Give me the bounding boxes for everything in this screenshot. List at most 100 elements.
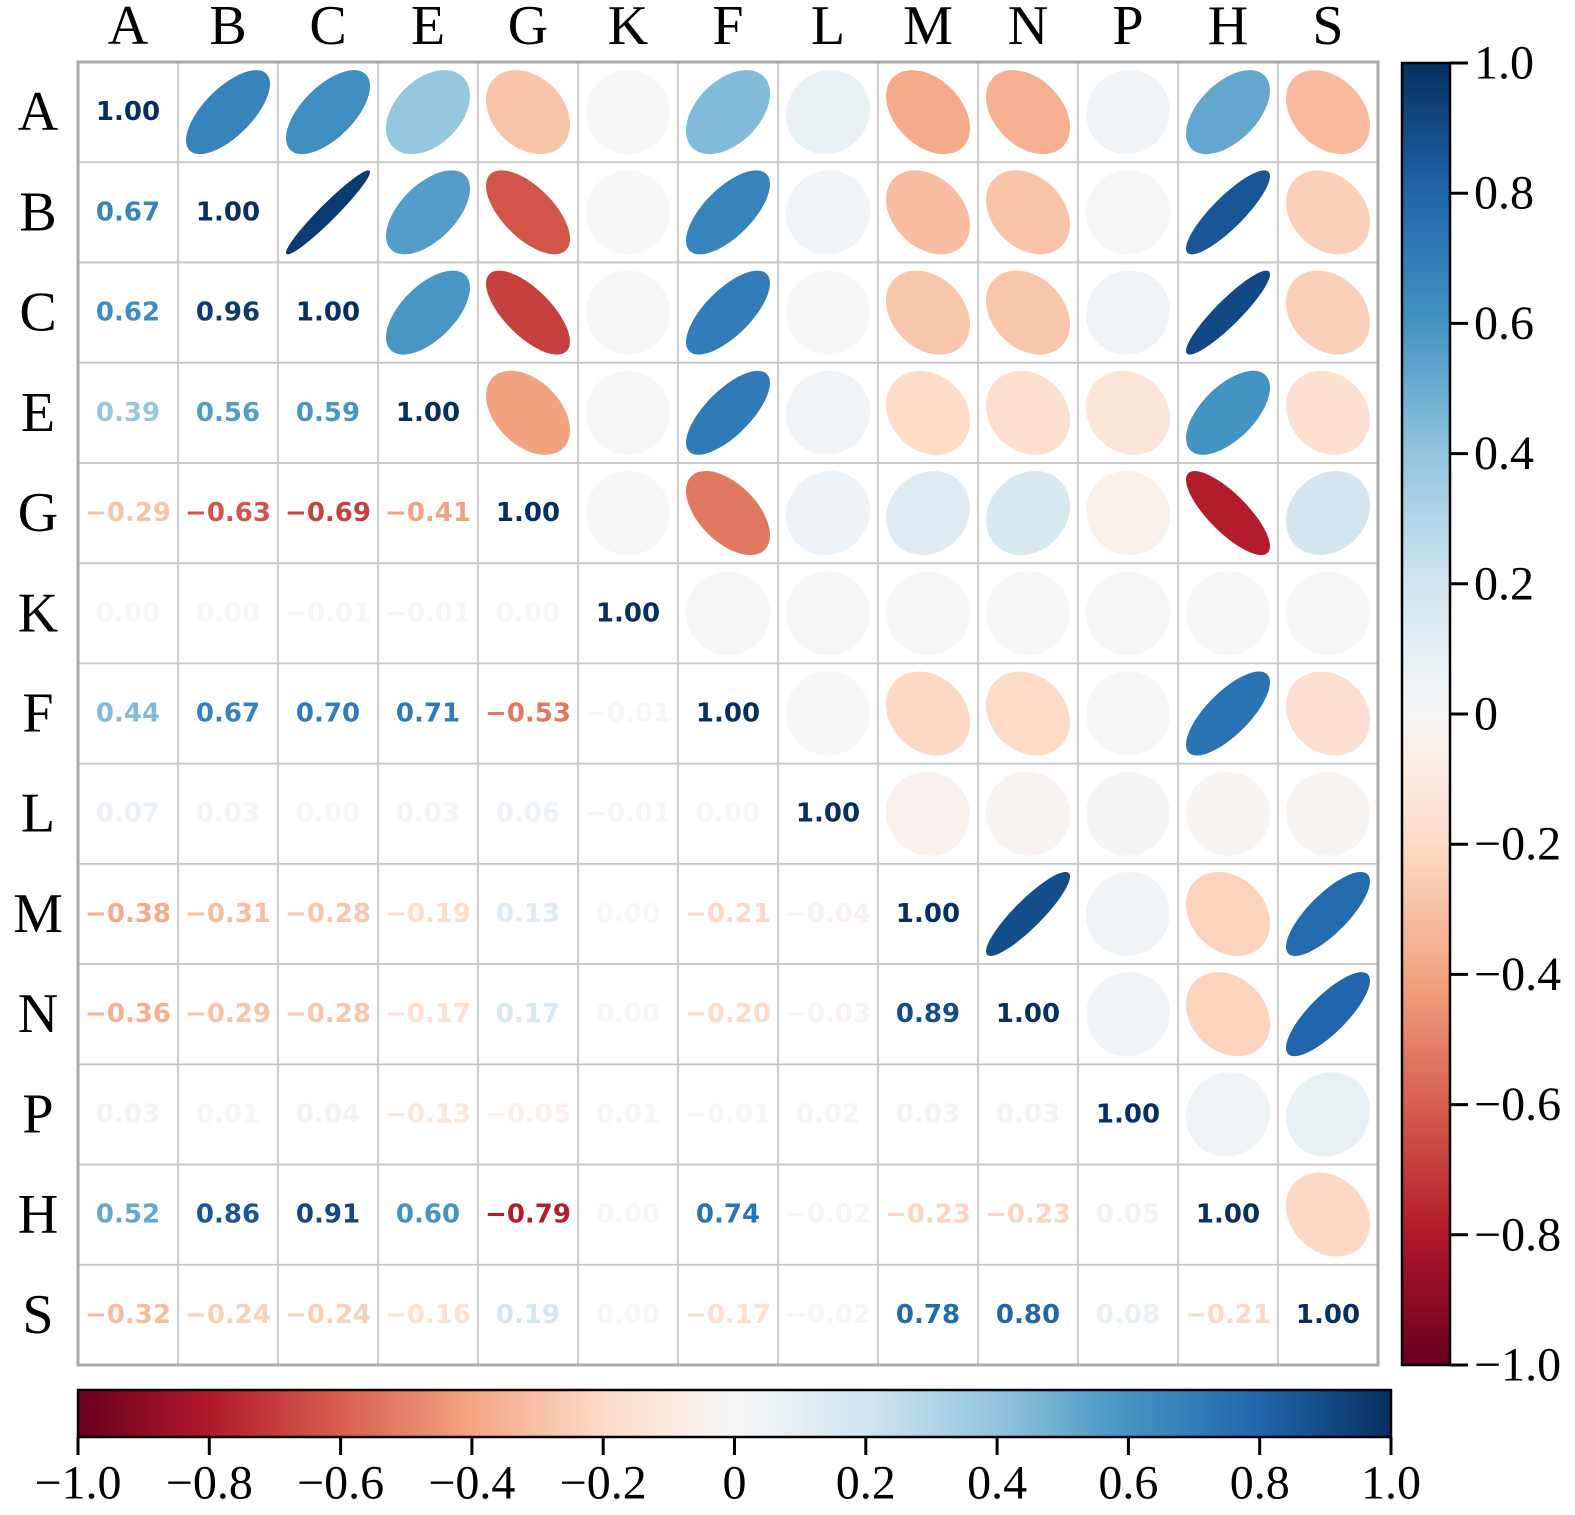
row-label-S: S — [22, 1284, 53, 1346]
correlation-value-L-F: 0.00 — [696, 799, 760, 829]
correlation-value-E-E: 1.00 — [396, 398, 460, 428]
correlation-value-C-C: 1.00 — [296, 298, 360, 328]
correlation-value-E-C: 0.59 — [296, 398, 360, 428]
col-label-N: N — [1008, 0, 1048, 57]
bottom-colorbar-tick-label: 1.0 — [1361, 1457, 1421, 1510]
correlation-ellipse-B-L — [785, 170, 870, 255]
correlation-value-H-C: 0.91 — [296, 1200, 360, 1230]
correlation-value-M-E: −0.19 — [385, 899, 471, 929]
correlation-ellipse-K-F — [685, 571, 770, 656]
correlation-value-L-C: 0.00 — [296, 799, 360, 829]
correlation-value-P-N: 0.03 — [996, 1099, 1060, 1129]
correlation-ellipse-K-S — [1286, 571, 1370, 656]
right-colorbar-tick-label: 0.4 — [1474, 427, 1534, 480]
correlation-ellipse-B-M — [886, 170, 971, 255]
correlation-value-L-A: 0.07 — [96, 799, 160, 829]
correlation-ellipse-M-S — [1285, 871, 1370, 956]
correlation-ellipse-C-E — [385, 270, 470, 355]
right-colorbar-bar — [1400, 61, 1452, 1367]
correlation-ellipse-G-S — [1285, 471, 1370, 556]
correlation-value-S-M: 0.78 — [896, 1300, 960, 1330]
correlation-ellipse-B-G — [485, 170, 570, 255]
correlation-ellipse-C-S — [1285, 270, 1371, 355]
correlation-value-H-P: 0.05 — [1096, 1200, 1160, 1230]
correlation-value-L-G: 0.06 — [496, 799, 560, 829]
bottom-colorbar-tick-label: −0.2 — [560, 1457, 647, 1510]
correlation-ellipse-M-P — [1086, 871, 1171, 956]
correlation-ellipse-E-G — [485, 370, 570, 455]
correlation-value-K-B: 0.00 — [196, 598, 260, 628]
correlation-value-P-P: 1.00 — [1096, 1099, 1160, 1129]
correlation-value-K-A: 0.00 — [96, 598, 160, 628]
correlation-value-P-B: 0.01 — [196, 1099, 260, 1129]
bottom-colorbar-tick-label: 0.4 — [967, 1457, 1027, 1510]
correlation-value-H-K: 0.00 — [596, 1200, 660, 1230]
correlation-value-E-A: 0.39 — [96, 398, 160, 428]
correlation-value-N-F: −0.20 — [685, 999, 771, 1029]
correlation-value-B-A: 0.67 — [96, 197, 160, 227]
correlation-ellipse-C-K — [585, 270, 670, 355]
row-label-M: M — [13, 883, 63, 945]
row-label-L: L — [21, 783, 55, 845]
correlation-value-N-K: 0.00 — [596, 999, 660, 1029]
correlation-ellipse-A-P — [1085, 70, 1170, 155]
correlation-value-S-S: 1.00 — [1296, 1300, 1360, 1330]
correlation-value-P-C: 0.04 — [296, 1099, 360, 1129]
correlation-ellipse-L-M — [885, 771, 970, 856]
correlation-value-M-F: −0.21 — [685, 899, 771, 929]
correlation-value-N-N: 1.00 — [996, 999, 1060, 1029]
correlation-value-S-E: −0.16 — [385, 1300, 471, 1330]
correlation-ellipse-F-H — [1185, 671, 1270, 756]
right-colorbar-tick-label: 0.6 — [1474, 297, 1534, 350]
correlation-ellipse-B-C — [286, 170, 371, 255]
correlation-value-F-B: 0.67 — [196, 698, 260, 728]
right-colorbar-tick-label: −0.4 — [1474, 948, 1561, 1001]
col-label-K: K — [608, 0, 648, 57]
right-colorbar-tick-label: 0.2 — [1474, 557, 1534, 610]
correlation-ellipse-F-L — [786, 671, 870, 756]
bottom-colorbar-tick-label: −0.6 — [297, 1457, 384, 1510]
correlation-value-H-L: −0.02 — [785, 1200, 871, 1230]
correlation-ellipse-B-S — [1285, 170, 1371, 255]
correlation-value-S-P: 0.08 — [1096, 1300, 1160, 1330]
correlation-ellipse-G-L — [785, 471, 871, 556]
bottom-colorbar-bar — [76, 1388, 1393, 1439]
right-colorbar-tick-label: −1.0 — [1474, 1339, 1561, 1392]
correlation-value-K-G: 0.00 — [496, 598, 560, 628]
correlation-value-B-B: 1.00 — [196, 197, 260, 227]
correlation-value-P-G: −0.05 — [485, 1099, 571, 1129]
correlation-value-F-K: −0.01 — [585, 698, 671, 728]
col-label-P: P — [1112, 0, 1143, 57]
correlation-ellipse-F-M — [885, 671, 970, 756]
correlation-value-K-K: 1.00 — [596, 598, 660, 628]
correlation-value-S-F: −0.17 — [685, 1300, 771, 1330]
correlation-value-C-B: 0.96 — [196, 298, 260, 328]
row-label-F: F — [22, 682, 53, 744]
correlation-ellipse-C-G — [485, 270, 570, 355]
row-label-G: G — [18, 482, 58, 544]
correlation-value-N-L: −0.03 — [785, 999, 871, 1029]
row-label-K: K — [18, 582, 58, 644]
right-colorbar-tick-label: −0.8 — [1474, 1208, 1561, 1261]
correlation-value-H-G: −0.79 — [485, 1200, 571, 1230]
correlation-value-N-A: −0.36 — [85, 999, 171, 1029]
correlation-ellipse-C-P — [1085, 270, 1170, 355]
correlation-ellipse-B-E — [386, 170, 471, 255]
row-label-P: P — [22, 1083, 53, 1145]
bottom-colorbar-tick-label: −0.4 — [428, 1457, 515, 1510]
correlation-ellipse-N-P — [1086, 972, 1171, 1057]
row-label-B: B — [19, 181, 56, 243]
correlation-ellipse-G-N — [986, 471, 1071, 556]
bottom-colorbar-tick-label: 0.2 — [836, 1457, 896, 1510]
correlation-ellipse-A-S — [1286, 70, 1371, 155]
correlation-value-M-G: 0.13 — [496, 899, 560, 929]
bottom-colorbar-tick-label: −1.0 — [34, 1457, 121, 1510]
correlation-value-S-A: −0.32 — [85, 1300, 171, 1330]
correlation-ellipse-E-H — [1186, 370, 1271, 455]
right-colorbar-tick-label: 1.0 — [1474, 37, 1534, 90]
correlation-value-G-A: −0.29 — [85, 498, 171, 528]
correlation-value-H-E: 0.60 — [396, 1200, 460, 1230]
correlation-ellipse-G-F — [685, 471, 770, 556]
correlation-value-P-E: −0.13 — [385, 1099, 471, 1129]
